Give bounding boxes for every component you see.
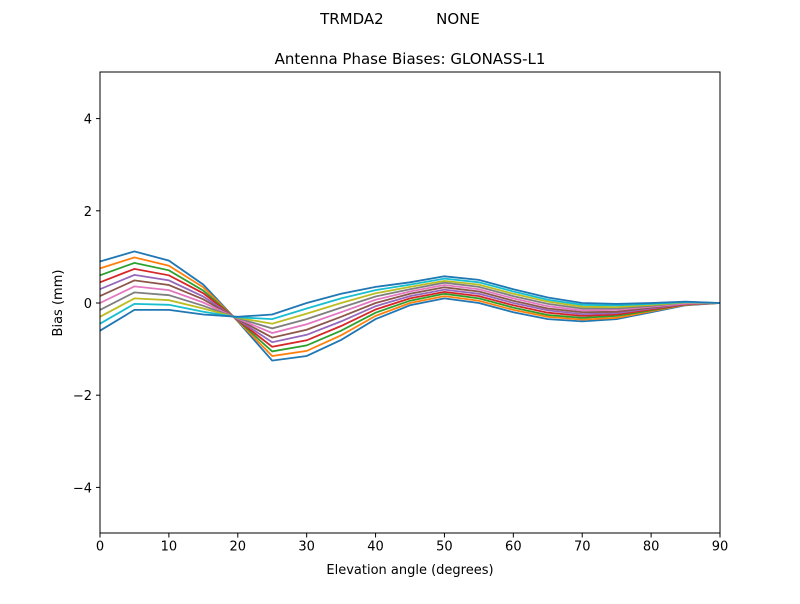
axis-ticks: 0 10 20 30 40 50 60 70 80 90 −4 −2 0 2 4 bbox=[73, 113, 728, 555]
x-tick-label: 60 bbox=[505, 540, 522, 555]
y-tick-label: 2 bbox=[84, 205, 92, 220]
y-tick-label: −4 bbox=[73, 481, 92, 496]
x-tick-label: 40 bbox=[367, 540, 384, 555]
x-tick-label: 30 bbox=[298, 540, 315, 555]
series-line-s10 bbox=[99, 277, 721, 325]
x-tick-label: 20 bbox=[230, 540, 247, 555]
series-line-s4 bbox=[99, 267, 721, 348]
series-line-s3 bbox=[99, 261, 721, 353]
y-tick-label: 0 bbox=[84, 297, 92, 312]
x-tick-label: 70 bbox=[574, 540, 591, 555]
series-line-s1 bbox=[99, 250, 721, 362]
x-axis-label: Elevation angle (degrees) bbox=[326, 563, 493, 578]
x-tick-label: 0 bbox=[96, 540, 104, 555]
series-line-s8 bbox=[99, 281, 721, 330]
x-tick-label: 50 bbox=[436, 540, 453, 555]
series-line-s7 bbox=[99, 284, 721, 334]
x-tick-label: 90 bbox=[712, 540, 729, 555]
series-line-s6 bbox=[99, 279, 721, 339]
x-tick-label: 80 bbox=[643, 540, 660, 555]
y-axis-label: Bias (mm) bbox=[51, 270, 66, 337]
series-line-s5 bbox=[99, 273, 721, 344]
figure-suptitle: TRMDA2 NONE bbox=[319, 10, 480, 28]
plot-frame bbox=[99, 71, 721, 534]
chart-title: Antenna Phase Biases: GLONASS-L1 bbox=[275, 50, 546, 68]
series-line-s9 bbox=[99, 279, 721, 325]
x-tick-label: 10 bbox=[161, 540, 178, 555]
y-tick-label: 4 bbox=[84, 113, 92, 128]
y-tick-label: −2 bbox=[73, 389, 92, 404]
series-line-s2 bbox=[99, 256, 721, 357]
series-line-s11 bbox=[99, 275, 721, 332]
series-lines bbox=[99, 250, 721, 362]
